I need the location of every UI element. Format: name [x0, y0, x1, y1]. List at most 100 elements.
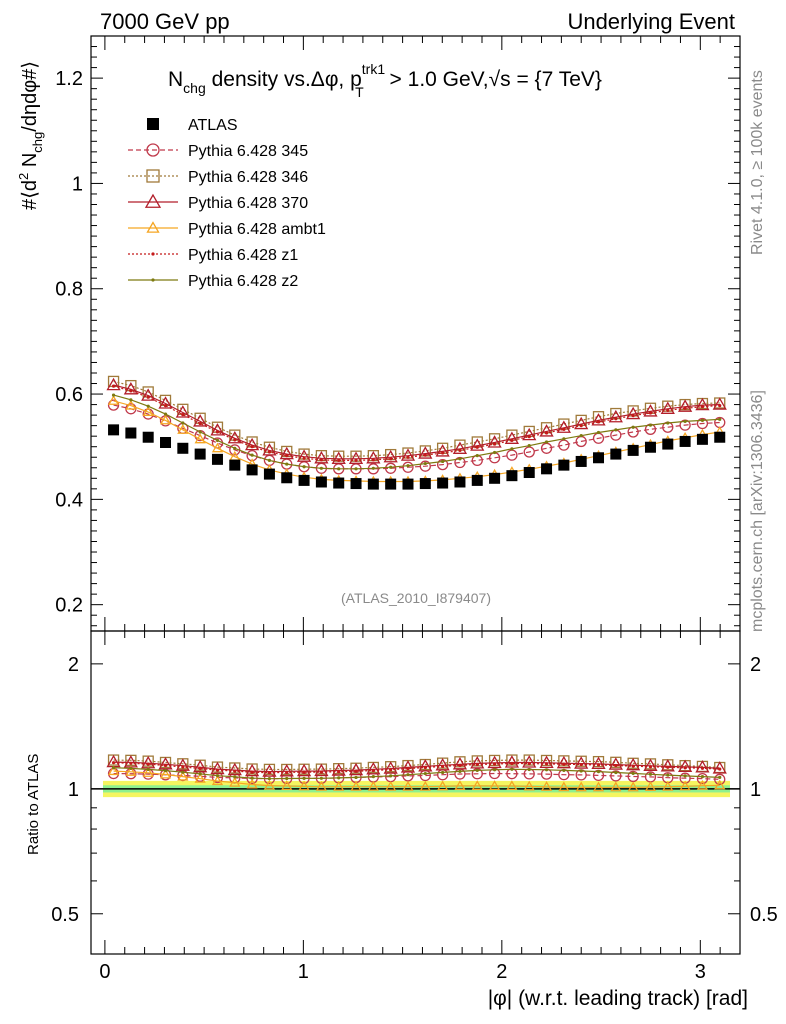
analysis-watermark: (ATLAS_2010_I879407) — [341, 590, 491, 606]
data-point — [144, 193, 162, 208]
data-point — [683, 774, 687, 778]
data-point — [679, 772, 691, 784]
data-point — [262, 764, 277, 777]
data-point — [454, 780, 466, 790]
data-point — [177, 770, 189, 781]
data-point — [129, 766, 133, 771]
ratio-line — [113, 762, 720, 774]
data-point — [539, 424, 554, 437]
legend: ATLAS Pythia 6.428 345 Pythia 6.428 346 Pyt… — [128, 117, 326, 290]
data-point — [558, 755, 570, 767]
data-point — [211, 453, 223, 465]
data-point — [194, 772, 206, 783]
series-line — [113, 404, 720, 470]
data-point — [406, 464, 410, 468]
legend-label: ATLAS — [188, 117, 238, 134]
data-point — [210, 761, 225, 775]
data-point — [666, 408, 670, 412]
data-point — [229, 459, 241, 471]
ratio-line — [113, 772, 720, 780]
data-point — [337, 770, 341, 774]
data-point — [319, 770, 323, 774]
data-point — [151, 278, 155, 282]
data-point — [302, 770, 306, 774]
data-point — [211, 442, 224, 453]
data-point — [475, 454, 479, 458]
data-point — [215, 768, 220, 772]
data-point — [718, 767, 722, 771]
data-point — [106, 377, 121, 391]
data-point — [163, 763, 168, 768]
data-point — [244, 437, 260, 451]
data-point — [452, 441, 468, 454]
data-point — [700, 766, 705, 770]
data-point — [125, 399, 137, 410]
data-point — [233, 769, 237, 773]
ratio-tick-label-right: 1 — [750, 779, 761, 801]
data-point — [510, 447, 514, 451]
data-point — [695, 397, 710, 411]
data-point — [475, 762, 479, 767]
data-point — [354, 467, 358, 471]
data-point — [471, 768, 483, 780]
data-point — [648, 423, 653, 427]
mcplots-label: mcplots.cern.ch [arXiv:1306.3436] — [749, 390, 766, 632]
data-point — [229, 776, 241, 787]
data-point — [366, 450, 381, 464]
data-point — [458, 763, 462, 768]
data-point — [302, 776, 306, 780]
data-point — [591, 413, 606, 426]
data-point — [263, 468, 275, 480]
data-point — [285, 454, 289, 458]
data-point — [354, 775, 358, 780]
data-point — [177, 424, 189, 434]
legend-label: Pythia 6.428 z2 — [188, 273, 298, 290]
data-point — [285, 776, 289, 781]
data-point — [423, 453, 427, 457]
data-point — [643, 404, 658, 417]
data-point — [558, 439, 570, 451]
data-point — [246, 778, 258, 789]
data-point — [579, 762, 583, 767]
data-point — [683, 766, 687, 770]
y-tick-label: 0.4 — [55, 489, 83, 511]
legend-item: Pythia 6.428 345 — [128, 143, 308, 160]
data-point — [263, 779, 276, 790]
data-point — [146, 762, 150, 766]
data-point — [331, 451, 346, 464]
data-point — [470, 756, 485, 769]
data-point — [146, 221, 160, 233]
data-point — [714, 431, 726, 443]
data-point — [471, 780, 483, 790]
ratio-series-pythia-6-428-370 — [106, 754, 727, 777]
data-point — [227, 430, 242, 444]
data-point — [315, 780, 328, 791]
data-point — [562, 762, 566, 766]
data-point — [614, 763, 618, 768]
data-point — [504, 431, 520, 444]
data-point — [163, 412, 168, 416]
data-point — [250, 453, 254, 457]
data-point — [107, 395, 120, 405]
data-point — [107, 399, 120, 411]
data-point — [406, 766, 410, 771]
data-point — [648, 772, 653, 776]
ratio-tick-label-right: 2 — [750, 654, 761, 676]
data-point — [210, 423, 225, 436]
ratio-tick-label: 1 — [68, 779, 79, 801]
data-point — [608, 757, 623, 770]
y-tick-label: 0.8 — [55, 279, 83, 301]
data-point — [696, 433, 708, 445]
data-point — [348, 762, 364, 776]
data-point — [319, 458, 323, 462]
data-point — [366, 762, 381, 775]
data-point — [648, 765, 653, 769]
header-collision: 7000 GeV pp — [100, 9, 230, 34]
data-point — [371, 466, 375, 470]
data-point — [111, 761, 116, 765]
data-point — [296, 763, 312, 777]
legend-label: Pythia 6.428 345 — [188, 143, 308, 160]
y-tick-label: 0.6 — [55, 384, 83, 406]
data-point — [147, 118, 159, 130]
data-point — [579, 424, 583, 428]
